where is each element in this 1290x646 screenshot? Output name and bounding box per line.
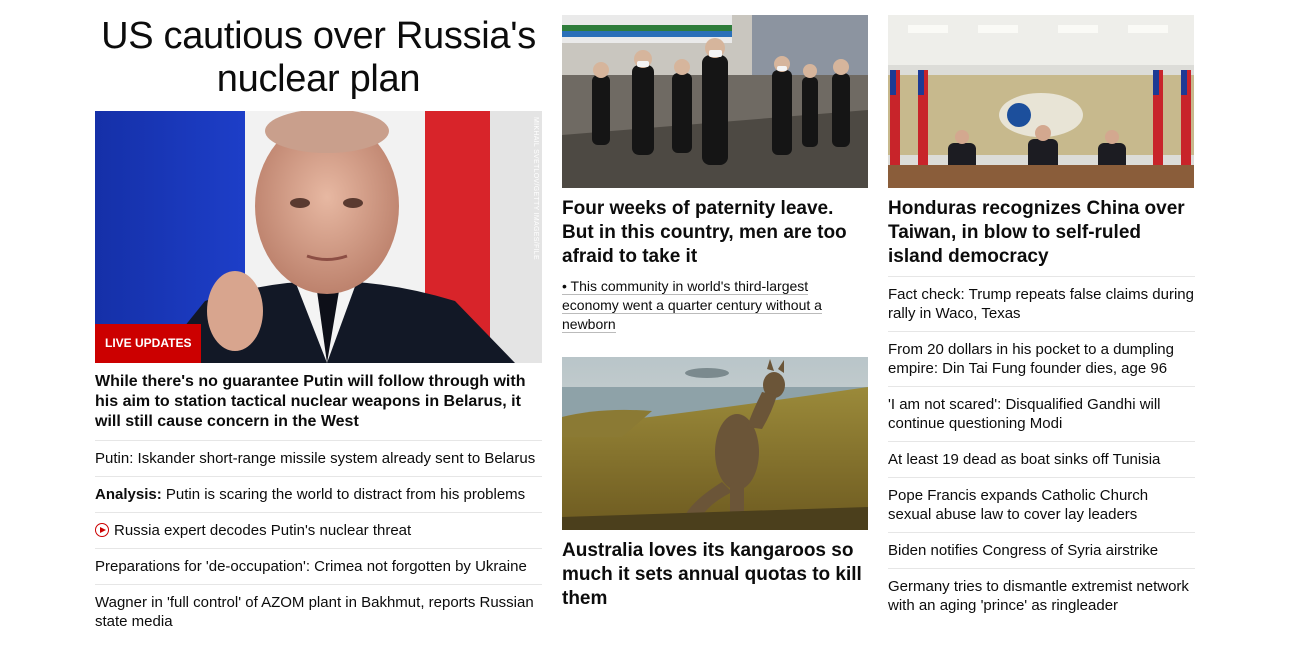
headline-link[interactable]: 'I am not scared': Disqualified Gandhi w… (888, 386, 1195, 441)
analysis-label: Analysis: (95, 486, 162, 503)
headline-link[interactable]: Germany tries to dismantle extremist net… (888, 568, 1195, 623)
honduras-taiwan-headline[interactable]: Honduras recognizes China over Taiwan, i… (888, 198, 1185, 267)
headline-link[interactable]: Biden notifies Congress of Syria airstri… (888, 532, 1195, 568)
related-link[interactable]: Preparations for 'de-occupation': Crimea… (95, 548, 542, 584)
kangaroo-headline[interactable]: Australia loves its kangaroos so much it… (562, 540, 862, 609)
honduras-taiwan-image[interactable] (888, 15, 1194, 188)
paternity-leave-sublink[interactable]: • This community in world's third-larges… (562, 278, 822, 333)
lead-story-column: US cautious over Russia's nuclear plan (95, 0, 542, 639)
image-credit: MIKHAIL SVETLOV/GETTY IMAGES/FILE (532, 117, 539, 260)
related-link[interactable]: Analysis: Putin is scaring the world to … (95, 476, 542, 512)
right-column: Honduras recognizes China over Taiwan, i… (888, 0, 1195, 623)
headline-link[interactable]: Fact check: Trump repeats false claims d… (888, 276, 1195, 331)
paternity-leave-headline[interactable]: Four weeks of paternity leave. But in th… (562, 198, 847, 267)
kangaroo-image[interactable] (562, 357, 868, 530)
headline-link[interactable]: At least 19 dead as boat sinks off Tunis… (888, 441, 1195, 477)
live-updates-badge[interactable]: LIVE UPDATES (95, 324, 202, 363)
related-link[interactable]: Wagner in 'full control' of AZOM plant i… (95, 584, 542, 639)
lead-story-image[interactable]: MIKHAIL SVETLOV/GETTY IMAGES/FILE LIVE U… (95, 111, 542, 363)
street-crowd-photo (562, 15, 868, 188)
related-video-link[interactable]: Russia expert decodes Putin's nuclear th… (95, 512, 542, 548)
headline-link[interactable]: Pope Francis expands Catholic Church sex… (888, 477, 1195, 532)
press-conference-photo (888, 15, 1194, 188)
related-link[interactable]: Putin: Iskander short-range missile syst… (95, 440, 542, 476)
lead-headline[interactable]: US cautious over Russia's nuclear plan (101, 15, 536, 100)
putin-photo (95, 111, 542, 363)
video-play-icon (95, 523, 109, 537)
tokyo-commuters-image[interactable] (562, 15, 868, 188)
kangaroo-photo (562, 357, 868, 530)
lead-description[interactable]: While there's no guarantee Putin will fo… (95, 373, 526, 430)
headline-link[interactable]: From 20 dollars in his pocket to a dumpl… (888, 331, 1195, 386)
middle-column: Four weeks of paternity leave. But in th… (562, 0, 868, 611)
